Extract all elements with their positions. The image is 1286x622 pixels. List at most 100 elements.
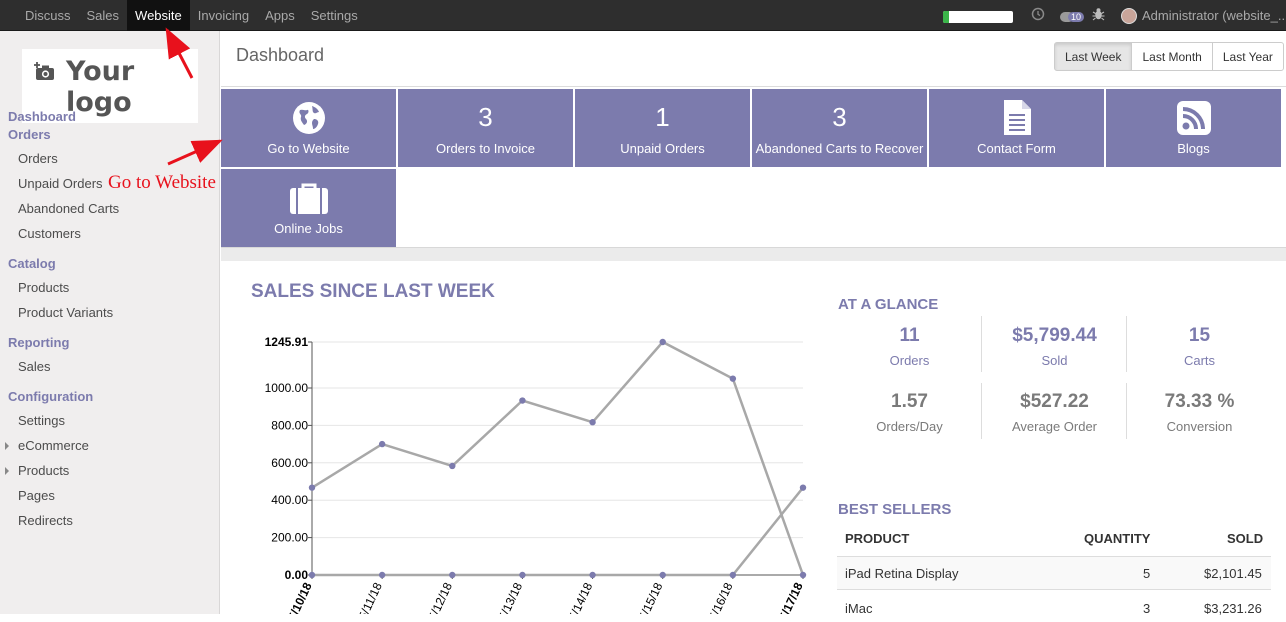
tile-go-to-website[interactable]: Go to Website [221,89,396,167]
data-point [799,571,807,579]
y-tick-label: 0.00 [285,568,309,582]
data-point [799,484,807,491]
stat-average-order: $527.22 Average Order [1011,391,1098,434]
sales-title: SALES SINCE LAST WEEK [251,281,495,302]
sidebar-section-configuration[interactable]: Configuration [8,389,94,404]
stat-orders[interactable]: 11 Orders [889,325,930,368]
table-cell-product: iPad Retina Display [845,566,959,581]
briefcase-icon [289,181,329,218]
tile-label: Contact Form [977,141,1056,156]
user-menu[interactable]: Administrator (website_... [1142,8,1286,23]
sidebar-section-orders[interactable]: Orders [8,127,51,142]
menu-website[interactable]: Website [127,0,190,31]
sidebar-item-customers[interactable]: Customers [18,226,81,241]
caret-right-icon [5,467,9,475]
tile-value: 3 [478,102,493,132]
tile-value: 3 [832,102,847,132]
avatar[interactable] [1121,8,1137,24]
data-point [659,571,666,579]
logo-text: Your logo [66,56,135,118]
data-point [308,571,316,579]
last-month-button[interactable]: Last Month [1131,42,1213,71]
sidebar-item-product-variants[interactable]: Product Variants [18,305,114,320]
tile-label: Unpaid Orders [620,141,705,156]
app-menu: Discuss Sales Website Invoicing Apps Set… [17,0,366,31]
stat-sold[interactable]: $5,799.44 Sold [1012,325,1097,368]
menu-sales[interactable]: Sales [86,8,120,23]
y-tick-label: 800.00 [271,418,308,432]
table-row[interactable] [837,556,1271,589]
tile-contact-form[interactable]: Contact Form [929,89,1104,167]
sidebar-section-dashboard[interactable]: Dashboard [8,109,76,124]
sidebar-item-sales[interactable]: Sales [18,359,51,374]
bug-icon[interactable] [1092,7,1105,24]
chat-icon[interactable]: 10 [1060,8,1085,23]
data-point [378,571,386,579]
annotation-text: Go to Website [108,172,216,193]
tile-online-jobs[interactable]: Online Jobs [221,169,396,247]
data-point [729,571,737,579]
data-point [449,462,456,470]
y-tick-label: 600.00 [271,456,308,470]
divider [981,383,982,439]
sidebar-item-pages[interactable]: Pages [18,488,55,503]
last-week-button[interactable]: Last Week [1054,42,1133,71]
menu-settings[interactable]: Settings [310,8,358,23]
control-panel: Dashboard Last Week Last Month Last Year [221,31,1286,87]
tile-orders-to-invoice[interactable]: 3 Orders to Invoice [398,89,573,167]
data-point [449,571,456,579]
tile-label: Blogs [1177,141,1210,156]
sidebar-section-reporting[interactable]: Reporting [8,335,70,350]
tile-abandoned-carts[interactable]: 3 Abandoned Carts to Recover [752,89,927,167]
tile-label: Online Jobs [274,221,343,236]
stat-conversion: 73.33 % Conversion [1164,391,1235,434]
table-cell-product: iMac [845,601,873,616]
data-point [308,484,316,491]
tile-value: 1 [655,102,670,132]
column-header-sold: SOLD [1227,531,1264,546]
rss-icon [1176,101,1211,138]
sidebar-item-products[interactable]: Products [18,280,70,295]
stat-orders-per-day: 1.57 Orders/Day [876,391,943,434]
sidebar-item-redirects[interactable]: Redirects [18,513,73,528]
column-header-product: PRODUCT [845,531,910,546]
sidebar-section-catalog[interactable]: Catalog [8,256,56,271]
camera-icon [33,60,57,88]
menu-discuss[interactable]: Discuss [25,8,71,23]
sidebar-item-unpaid-orders[interactable]: Unpaid Orders [18,176,103,191]
data-point [519,397,526,404]
sidebar-item-orders[interactable]: Orders [18,151,58,166]
stat-carts[interactable]: 15 Carts [1183,325,1216,368]
table-cell-quantity: 5 [1143,566,1151,581]
section-divider [221,247,1286,261]
divider [981,316,982,372]
tile-blogs[interactable]: Blogs [1106,89,1281,167]
annotation-arrow [167,139,223,166]
company-logo[interactable]: Your logo [22,49,198,123]
sidebar-item-abandoned-carts[interactable]: Abandoned Carts [18,201,120,216]
menu-invoicing[interactable]: Invoicing [197,8,250,23]
last-year-button[interactable]: Last Year [1211,42,1284,71]
menu-apps[interactable]: Apps [265,8,295,23]
tile-label: Orders to Invoice [436,141,535,156]
sidebar-item-config-products[interactable]: Products [5,463,69,478]
clock-icon[interactable] [1031,7,1045,24]
table-row[interactable] [837,589,1271,622]
data-point [659,338,666,346]
chat-count-badge: 10 [1068,11,1085,22]
sidebar: Your logo [0,31,220,614]
data-point [519,571,526,579]
sidebar-item-settings[interactable]: Settings [18,413,65,428]
tile-unpaid-orders[interactable]: 1 Unpaid Orders [575,89,750,167]
globe-icon [292,101,326,138]
y-tick-label: 1000.00 [265,381,309,395]
y-tick-label: 1245.91 [265,335,309,349]
caret-right-icon [5,442,9,450]
sidebar-item-ecommerce[interactable]: eCommerce [5,438,89,453]
page-title: Dashboard [236,45,325,65]
series-line [312,486,804,577]
progress-bar[interactable] [943,11,1013,23]
data-point [589,571,596,579]
table-cell-quantity: 3 [1143,601,1151,616]
